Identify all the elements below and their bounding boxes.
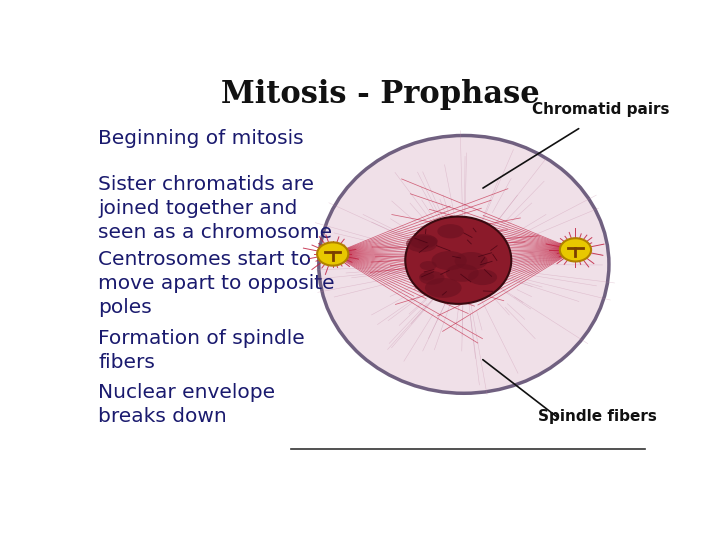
Ellipse shape: [425, 278, 462, 298]
Text: Sister chromatids are
joined together and
seen as a chromosome: Sister chromatids are joined together an…: [99, 175, 333, 242]
Text: Formation of spindle
fibers: Formation of spindle fibers: [99, 329, 305, 372]
Ellipse shape: [446, 264, 479, 282]
Ellipse shape: [319, 136, 609, 393]
Text: Beginning of mitosis: Beginning of mitosis: [99, 129, 304, 149]
Ellipse shape: [410, 234, 437, 249]
Ellipse shape: [454, 252, 487, 270]
Circle shape: [560, 238, 591, 261]
Text: Mitosis - Prophase: Mitosis - Prophase: [221, 79, 539, 110]
Ellipse shape: [406, 235, 437, 252]
Text: Chromatid pairs: Chromatid pairs: [532, 102, 670, 117]
Ellipse shape: [405, 217, 511, 304]
Circle shape: [317, 242, 348, 266]
Text: Nuclear envelope
breaks down: Nuclear envelope breaks down: [99, 383, 276, 426]
Ellipse shape: [468, 269, 497, 285]
Ellipse shape: [420, 272, 434, 280]
Ellipse shape: [419, 271, 444, 285]
Ellipse shape: [437, 224, 464, 238]
Ellipse shape: [431, 251, 467, 270]
Text: Centrosomes start to
move apart to opposite
poles: Centrosomes start to move apart to oppos…: [99, 250, 335, 318]
Ellipse shape: [420, 261, 436, 270]
Text: Spindle fibers: Spindle fibers: [539, 409, 657, 424]
Ellipse shape: [418, 236, 438, 246]
